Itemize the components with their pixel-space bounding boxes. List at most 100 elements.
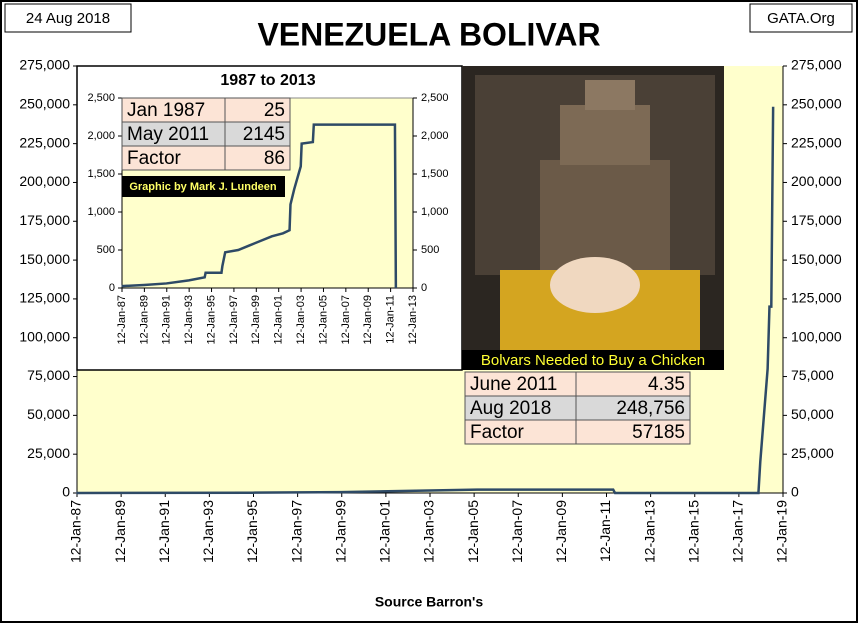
site: GATA.Org	[767, 10, 835, 27]
x-tick-label: 12-Jan-99	[250, 295, 262, 345]
x-tick-label: 12-Jan-03	[295, 295, 307, 345]
x-tick-label: 12-Jan-05	[465, 500, 481, 563]
table-label: Jan 1987	[127, 100, 205, 121]
y2-tick-label: 500	[421, 244, 439, 256]
x-tick-label: 12-Jan-99	[332, 500, 348, 563]
y-tick-label: 150,000	[19, 251, 70, 267]
x-tick-label: 12-Jan-87	[68, 500, 84, 563]
x-tick-label: 12-Jan-17	[730, 500, 746, 563]
x-tick-label: 12-Jan-97	[288, 500, 304, 563]
line-series	[76, 106, 775, 495]
x-tick-label: 12-Jan-93	[183, 295, 195, 345]
y-tick-label: 1,000	[87, 206, 115, 218]
y-tick-label: 2,000	[87, 130, 115, 142]
table-cell	[575, 371, 691, 397]
y2-tick-label: 175,000	[791, 212, 842, 228]
y-tick-label: 275,000	[19, 57, 70, 73]
y2-tick-label: 275,000	[791, 57, 842, 73]
x-tick-label: 12-Jan-11	[385, 295, 397, 344]
x-tick-label: 12-Jan-91	[156, 500, 172, 563]
y2-tick-label: 125,000	[791, 290, 842, 306]
y-tick-label: 0	[109, 282, 115, 294]
y2-tick-label: 50,000	[791, 406, 834, 422]
table-cell	[121, 97, 226, 123]
inset-title: 1987 to 2013	[220, 72, 315, 89]
x-tick-label: 12-Jan-05	[317, 295, 329, 345]
y-tick-label: 50,000	[27, 406, 70, 422]
money-stack	[585, 80, 635, 110]
y-tick-label: 2,500	[87, 92, 115, 104]
x-tick-label: 12-Jan-09	[553, 500, 569, 563]
y-tick-label: 250,000	[19, 96, 70, 112]
x-tick-label: 12-Jan-09	[362, 295, 374, 345]
table-cell	[121, 121, 226, 147]
table-cell	[575, 395, 691, 421]
y2-tick-label: 1,500	[421, 168, 449, 180]
note-box	[122, 176, 285, 197]
chicken	[550, 257, 640, 313]
chart-title: VENEZUELA BOLIVAR	[257, 16, 600, 52]
x-tick-label: 12-Jan-91	[161, 295, 173, 345]
y-tick-label: 200,000	[19, 173, 70, 189]
table-label: May 2011	[127, 124, 209, 145]
y2-tick-label: 100,000	[791, 328, 842, 344]
y-tick-label: 25,000	[27, 445, 70, 461]
line-series	[121, 123, 398, 289]
y2-tick-label: 0	[791, 484, 799, 500]
y2-tick-label: 0	[421, 282, 427, 294]
table-cell	[224, 145, 291, 171]
x-tick-label: 12-Jan-07	[340, 295, 352, 345]
table-value: 2145	[243, 124, 285, 145]
table-label: Aug 2018	[470, 398, 551, 419]
table-value: 86	[264, 148, 285, 169]
x-tick-label: 12-Jan-13	[641, 500, 657, 563]
main-chart: 0 25,000 50,000 75,000 100,000 125,000 150,000…	[19, 57, 841, 563]
y2-tick-label: 225,000	[791, 134, 842, 150]
photo: Bolvars Needed to Buy a Chicken	[462, 66, 724, 370]
table-value: 248,756	[616, 398, 685, 419]
source-box	[749, 3, 853, 33]
y-tick-label: 225,000	[19, 134, 70, 150]
table-cell	[464, 371, 577, 397]
table-label: Factor	[127, 148, 182, 169]
y2-tick-label: 200,000	[791, 173, 842, 189]
photo-table: June 2011 4.35 Aug 2018 248,756 Factor 57185	[464, 371, 691, 445]
y-tick-label: 0	[62, 484, 70, 500]
y-tick-label: 75,000	[27, 367, 70, 383]
date-stamp: 24 Aug 2018	[26, 10, 110, 27]
y-tick-label: 175,000	[19, 212, 70, 228]
x-tick-label: 12-Jan-89	[138, 295, 150, 345]
date-box	[4, 3, 132, 33]
x-tick-label: 12-Jan-89	[112, 500, 128, 563]
y-tick-label: 500	[97, 244, 115, 256]
y-tick-label: 100,000	[19, 328, 70, 344]
x-tick-label: 12-Jan-03	[421, 500, 437, 563]
money-stack	[560, 105, 650, 165]
table-label: Factor	[470, 422, 525, 443]
x-tick-label: 12-Jan-93	[200, 500, 216, 563]
table-label: June 2011	[470, 374, 557, 395]
x-tick-label: 12-Jan-95	[205, 295, 217, 345]
x-tick-label: 12-Jan-15	[685, 500, 701, 563]
x-tick-label: 12-Jan-01	[377, 500, 393, 563]
caption-bar	[462, 350, 724, 370]
table-value: 4.35	[648, 374, 685, 395]
x-tick-label: 12-Jan-07	[509, 500, 525, 563]
table-cell	[575, 419, 691, 445]
table-value: 57185	[632, 422, 685, 443]
note: Graphic by Mark J. Lundeen	[129, 181, 277, 193]
y2-tick-label: 2,000	[421, 130, 449, 142]
table-cell	[121, 145, 226, 171]
x-tick-label: 12-Jan-13	[407, 295, 419, 345]
y-tick-label: 1,500	[87, 168, 115, 180]
x-tick-label: 12-Jan-11	[597, 500, 613, 562]
y2-tick-label: 250,000	[791, 96, 842, 112]
y2-tick-label: 25,000	[791, 445, 834, 461]
y2-tick-label: 75,000	[791, 367, 834, 383]
x-axis-label: Source Barron's	[375, 594, 484, 610]
y2-tick-label: 150,000	[791, 251, 842, 267]
photo-caption: Bolvars Needed to Buy a Chicken	[481, 352, 705, 369]
table-cell	[464, 419, 577, 445]
x-tick-label: 12-Jan-87	[116, 295, 128, 345]
